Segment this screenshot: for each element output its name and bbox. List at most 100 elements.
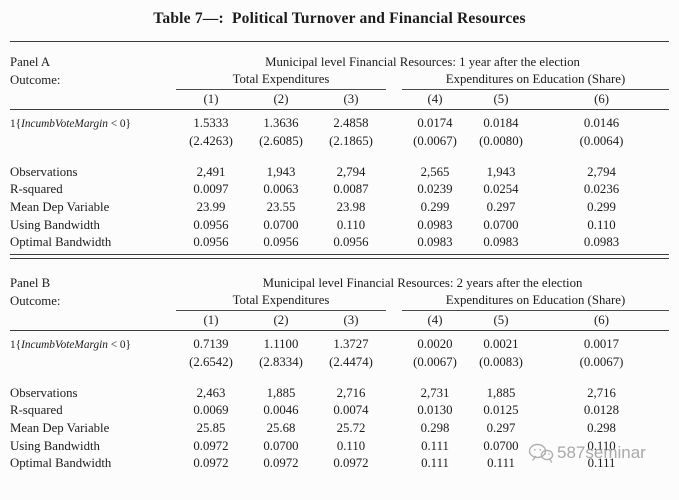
- panel-separator-rule: [10, 254, 669, 260]
- stat-label: Observations: [10, 385, 78, 400]
- panel-b-label: Panel B: [10, 275, 51, 290]
- stat-value: 0.0972: [193, 438, 229, 453]
- coef-value: 0.0146: [583, 116, 620, 130]
- stat-row: Using Bandwidth 0.0972 0.0700 0.110 0.111 0.0…: [10, 437, 669, 455]
- coef-value: 0.0020: [417, 337, 453, 352]
- spacer-cell: [386, 437, 402, 455]
- stat-label: Optimal Bandwidth: [10, 235, 112, 250]
- stat-value: 0.0097: [193, 182, 229, 197]
- stat-value: 25.72: [336, 421, 366, 436]
- spacer-cell: [386, 109, 402, 133]
- se-value: (2.4263): [189, 134, 233, 148]
- panel-b-se-row: (2.6542) (2.8334) (2.4474) (0.0067) (0.0…: [10, 354, 669, 372]
- stat-value: 0.0239: [417, 182, 453, 197]
- stat-value: 0.0125: [483, 403, 519, 418]
- spacer-cell: [386, 420, 402, 438]
- stat-value: 0.0983: [483, 235, 519, 250]
- stat-value: 0.111: [421, 438, 449, 453]
- se-value: (2.6085): [259, 134, 303, 148]
- gap-row: [10, 151, 669, 164]
- stat-value: 2,463: [196, 385, 226, 400]
- stat-value: 0.0956: [193, 217, 229, 232]
- stat-label: Mean Dep Variable: [10, 199, 110, 214]
- spacer-cell: [386, 133, 402, 151]
- stat-label: Using Bandwidth: [10, 438, 100, 453]
- stat-value: 0.0983: [417, 235, 453, 250]
- se-value: (0.0067): [413, 134, 457, 148]
- col-number: (1): [176, 89, 246, 110]
- coef-value: 1.3636: [263, 116, 299, 130]
- coef-value: 1.5333: [193, 116, 229, 130]
- stat-value: 0.0700: [263, 217, 299, 232]
- stat-value: 0.0254: [483, 182, 519, 197]
- stat-value: 0.0236: [583, 182, 620, 197]
- stat-value: 25.85: [196, 421, 226, 436]
- stat-value: 2,794: [336, 164, 366, 179]
- spacer-cell: [386, 310, 402, 331]
- coef-value: 0.0017: [583, 337, 620, 352]
- se-value: (0.0067): [413, 355, 457, 370]
- stat-value: 2,794: [587, 164, 616, 179]
- empty-cell: [10, 133, 176, 151]
- spacer-cell: [386, 354, 402, 372]
- panel-a-group-row: Outcome: Total Expenditures Expenditures…: [10, 71, 670, 90]
- stat-label: Mean Dep Variable: [10, 421, 110, 436]
- se-value: (2.1865): [329, 134, 373, 148]
- coef-value: 1.1100: [263, 337, 299, 352]
- se-value: (2.4474): [329, 355, 373, 370]
- stat-value: 1,943: [266, 164, 296, 179]
- stat-value: 0.0700: [483, 217, 519, 232]
- col-number: (4): [402, 89, 468, 110]
- stat-value: 0.111: [587, 456, 616, 471]
- stat-value: 0.0087: [333, 182, 369, 197]
- col-number: (3): [316, 310, 386, 331]
- panel-b-table: Panel B Municipal level Financial Resour…: [10, 274, 669, 472]
- stat-value: 0.0972: [193, 456, 229, 471]
- stat-value: 2,716: [336, 385, 366, 400]
- stat-value: 0.0983: [417, 217, 453, 232]
- stat-value: 0.0983: [583, 235, 620, 250]
- table-title: Table 7—: Political Turnover and Financi…: [153, 10, 526, 27]
- empty-cell: [10, 89, 176, 110]
- stat-row: Mean Dep Variable 25.85 25.68 25.72 0.298 0.2…: [10, 420, 669, 438]
- col-number: (1): [176, 310, 246, 331]
- stat-value: 0.0972: [263, 456, 299, 471]
- se-value: (0.0067): [579, 355, 624, 370]
- stat-value: 0.111: [421, 456, 449, 471]
- stat-value: 2,716: [587, 385, 616, 400]
- spacer-cell: [386, 330, 402, 354]
- stat-value: 0.110: [336, 217, 366, 232]
- col-number: (3): [316, 89, 386, 110]
- spacer-cell: [386, 164, 402, 182]
- stat-value: 0.0046: [263, 403, 299, 418]
- panel-a-group2-header: Expenditures on Education (Share): [402, 71, 670, 90]
- panel-a-header-row: Panel A Municipal level Financial Resour…: [10, 53, 669, 71]
- stat-value: 1,943: [486, 164, 516, 179]
- coef-value: 1.3727: [333, 337, 369, 352]
- panel-b-outcome-label: Outcome:: [10, 293, 61, 308]
- spacer-cell: [386, 455, 402, 473]
- stat-label: Observations: [10, 164, 78, 179]
- coef-variable-label: 1{IncumbVoteMargin < 0}: [10, 117, 131, 130]
- panel-b-colnum-row: (1) (2) (3) (4) (5) (6): [10, 310, 669, 331]
- spacer-cell: [386, 181, 402, 199]
- se-value: (0.0083): [479, 355, 523, 370]
- stat-row: Optimal Bandwidth 0.0972 0.0972 0.0972 0.111…: [10, 455, 669, 473]
- panel-a-group1-header: Total Expenditures: [176, 71, 386, 90]
- stat-row: Observations 2,491 1,943 2,794 2,565 1,943 2,7…: [10, 164, 669, 182]
- stat-value: 0.0700: [263, 438, 299, 453]
- spacer-cell: [386, 234, 402, 252]
- stat-value: 23.99: [196, 199, 226, 214]
- panel-a-se-row: (2.4263) (2.6085) (2.1865) (0.0067) (0.0…: [10, 133, 669, 151]
- col-number: (5): [468, 89, 534, 110]
- stat-value: 0.297: [486, 421, 516, 436]
- stat-value: 2,565: [420, 164, 450, 179]
- stat-value: 23.98: [336, 199, 366, 214]
- spacer-cell: [386, 71, 402, 89]
- stat-value: 0.0972: [333, 456, 369, 471]
- col-number: (2): [246, 310, 316, 331]
- stat-value: 0.299: [587, 199, 616, 214]
- stat-label: R-squared: [10, 403, 63, 418]
- col-number: (2): [246, 89, 316, 110]
- panel-b-group1-header: Total Expenditures: [176, 292, 386, 311]
